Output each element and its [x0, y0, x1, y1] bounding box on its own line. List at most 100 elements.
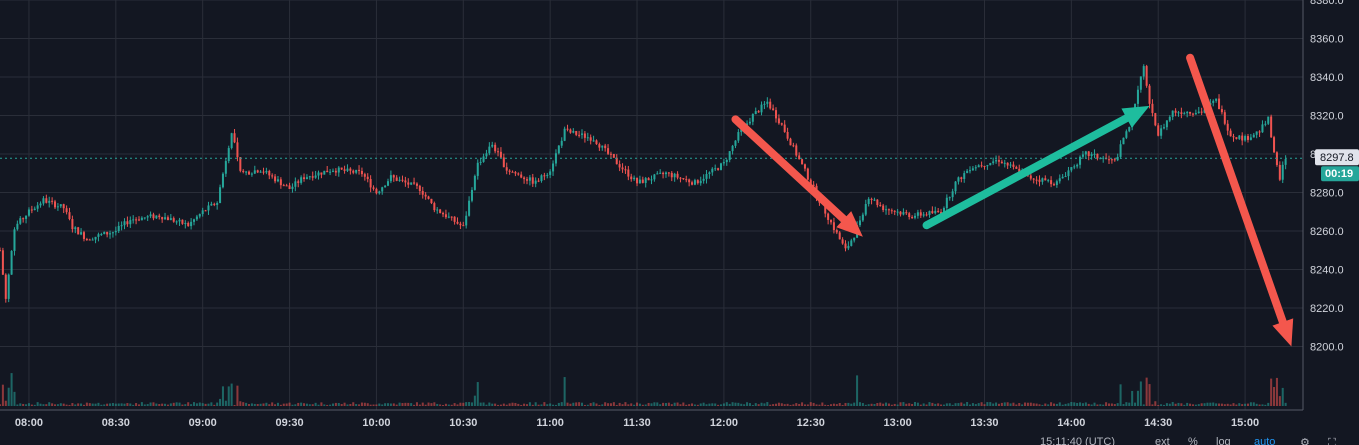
candle-body — [265, 170, 268, 173]
volume-bar — [1113, 404, 1116, 406]
candle-body — [1067, 170, 1070, 177]
volume-bar — [297, 402, 300, 406]
candle-body — [549, 171, 552, 175]
candle-body — [135, 219, 138, 221]
x-tick-label: 14:00 — [1057, 417, 1085, 429]
volume-bar — [798, 403, 801, 406]
volume-bar — [1223, 404, 1226, 406]
volume-bar — [783, 404, 786, 406]
candle-body — [1148, 85, 1151, 104]
candle-body — [100, 234, 103, 236]
volume-bar — [679, 404, 682, 406]
volume-bar — [624, 402, 627, 406]
ext-toggle[interactable]: ext — [1155, 436, 1170, 445]
volume-bar — [146, 404, 149, 406]
x-tick-label: 13:30 — [970, 417, 998, 429]
candle-body — [858, 220, 861, 226]
volume-bar — [447, 404, 450, 406]
gear-icon[interactable]: ⚙ — [1300, 437, 1310, 445]
volume-bar — [1076, 402, 1079, 406]
volume-bar — [664, 403, 667, 406]
candle-body — [885, 209, 888, 211]
auto-toggle[interactable]: auto — [1254, 436, 1275, 445]
volume-bar — [149, 402, 152, 406]
volume-bar — [552, 404, 555, 406]
volume-bar — [746, 402, 749, 406]
x-tick-label: 12:30 — [797, 417, 825, 429]
candle-body — [882, 205, 885, 211]
volume-bar — [517, 403, 520, 406]
volume-bar — [360, 402, 363, 406]
candle-body — [1220, 109, 1223, 113]
candle-body — [586, 137, 589, 139]
volume-bar — [743, 404, 746, 406]
volume-bar — [540, 404, 543, 406]
volume-bar — [442, 404, 445, 406]
candle-body — [1154, 113, 1157, 126]
candle-body — [444, 214, 447, 218]
volume-bar — [59, 403, 62, 406]
log-toggle[interactable]: log — [1216, 436, 1231, 445]
candle-body — [960, 177, 963, 179]
volume-bar — [824, 404, 827, 406]
candle-body — [630, 176, 633, 180]
candle-body — [1171, 110, 1174, 117]
volume-bar — [77, 403, 80, 406]
volume-bar — [1229, 404, 1232, 406]
volume-bar — [94, 403, 97, 406]
volume-bar — [1012, 402, 1015, 406]
candle-body — [879, 205, 882, 207]
volume-bar — [1058, 402, 1061, 406]
candle-body — [711, 168, 714, 173]
percent-toggle[interactable]: % — [1188, 436, 1198, 445]
volume-bar — [320, 402, 323, 406]
candle-body — [543, 175, 546, 177]
volume-bar — [1006, 402, 1009, 406]
candle-body — [111, 232, 114, 234]
candle-body — [514, 172, 517, 174]
candle-body — [717, 168, 720, 170]
candle-body — [919, 212, 922, 216]
time-axis[interactable]: 08:00 08:30 09:00 09:30 10:00 10:30 11:00 11:30… — [15, 417, 1259, 429]
volume-bar — [1281, 387, 1284, 406]
volume-bar — [1050, 402, 1053, 406]
y-tick-label: 8260.0 — [1310, 226, 1344, 238]
candle-body — [1044, 178, 1047, 181]
volume-bar — [271, 402, 274, 406]
candle-body — [497, 151, 500, 153]
candle-body — [601, 145, 604, 148]
candle-body — [1165, 120, 1168, 128]
volume-bar — [931, 402, 934, 406]
candle-body — [1264, 123, 1267, 125]
fullscreen-icon[interactable]: ⛶ — [1328, 437, 1336, 445]
candle-body — [575, 131, 578, 135]
volume-bar — [337, 403, 340, 406]
volume-bar — [801, 402, 804, 406]
volume-bar — [731, 402, 734, 406]
volume-bar — [326, 404, 329, 406]
candle-body — [896, 211, 899, 213]
volume-bar — [563, 377, 566, 406]
candle-body — [1061, 176, 1064, 179]
volume-bar — [774, 403, 778, 406]
candle-body — [580, 133, 584, 135]
volume-bar — [166, 404, 169, 406]
arrow-head — [836, 211, 863, 237]
candle-body — [734, 140, 737, 146]
last-price-badge-bg — [1315, 149, 1359, 166]
candle-body — [459, 223, 462, 226]
candle-body — [966, 170, 969, 174]
candle-body — [636, 177, 639, 184]
volume-bar — [184, 404, 187, 406]
candle-body — [1142, 66, 1145, 77]
volume-bar — [468, 401, 471, 406]
candle-body — [774, 110, 778, 119]
volume-bar — [630, 403, 633, 406]
candle-body — [282, 185, 285, 187]
volume-bar — [769, 404, 772, 406]
candle-body — [236, 142, 239, 158]
candle-body — [1122, 137, 1125, 145]
volume-bar — [346, 404, 349, 406]
arrow-shaft — [922, 114, 1131, 230]
